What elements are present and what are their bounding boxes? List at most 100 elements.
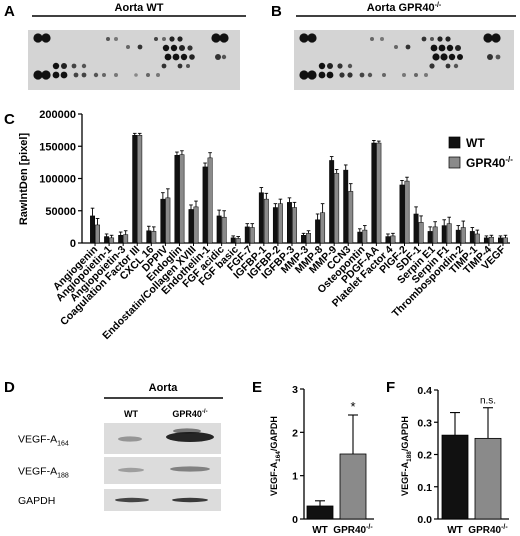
chart-c-bar xyxy=(441,225,447,244)
panel-b-letter: B xyxy=(271,3,282,20)
blot-spot xyxy=(52,62,60,70)
blot-spot xyxy=(432,53,440,61)
blot-spot xyxy=(448,53,456,61)
blot-spot xyxy=(106,37,110,41)
western-row-name: VEGF-A xyxy=(18,434,57,446)
blot-spot xyxy=(187,45,193,51)
panel-d-col-wt: WT xyxy=(124,409,138,419)
blot-spot xyxy=(437,36,443,42)
chart-f-ylabel: VEGF-A188/GAPDH xyxy=(400,416,413,496)
chart-c-legend-label: GPR40-/- xyxy=(466,155,513,170)
chart-e-ytick-label: 3 xyxy=(292,384,298,396)
blot-spot xyxy=(73,72,79,78)
chart-c-bar xyxy=(118,235,124,244)
chart-e-ytick-label: 2 xyxy=(292,427,298,439)
western-row-sub: 164 xyxy=(57,441,69,448)
western-band xyxy=(170,466,210,472)
western-row-sub: 188 xyxy=(57,473,69,480)
blot-spot xyxy=(172,53,180,61)
blot-spot xyxy=(61,63,67,69)
chart-f: 0.0 0.1 0.2 0.3 0.4 WT n.s. GPR40-/- xyxy=(417,385,509,536)
blot-spot xyxy=(339,72,345,78)
western-band xyxy=(115,497,149,503)
blot-spot xyxy=(161,63,167,69)
blot-spot xyxy=(137,44,143,50)
chart-c-legend-label: WT xyxy=(466,136,485,150)
chart-c-bar xyxy=(446,223,452,244)
blot-spot xyxy=(483,33,493,43)
chart-c-bar xyxy=(287,202,292,244)
chart-c-bar xyxy=(292,207,297,244)
blot-spot xyxy=(114,37,118,41)
chart-e-xtick-label: GPR40-/- xyxy=(333,524,373,536)
chart-c-bar xyxy=(362,229,368,244)
chart-f-annotation: n.s. xyxy=(480,396,496,407)
chart-c-legend-swatch xyxy=(448,136,461,149)
blot-spot xyxy=(211,33,221,43)
blot-spot xyxy=(380,37,384,41)
chart-c-bar xyxy=(376,142,382,244)
blot-spot xyxy=(170,44,178,52)
blot-spot xyxy=(326,71,334,79)
chart-f-xtick-sup: -/- xyxy=(501,524,508,531)
chart-e-ylabel: VEGF-A164/GAPDH xyxy=(269,416,282,496)
blot-spot xyxy=(81,72,87,78)
chart-c-bar xyxy=(109,237,115,244)
chart-c-ytick-label: 200000 xyxy=(39,109,76,121)
chart-f-bar xyxy=(474,437,502,520)
blot-spot xyxy=(382,73,386,77)
blot-spot xyxy=(41,33,51,43)
blot-spot xyxy=(60,71,68,79)
chart-f-ytick-label: 0.2 xyxy=(417,450,432,462)
chart-f-ytick-label: 0.3 xyxy=(417,417,432,429)
blot-spot xyxy=(179,45,185,51)
chart-c-bar xyxy=(348,191,354,244)
blot-spot xyxy=(359,72,365,78)
blot-spot xyxy=(414,73,418,77)
chart-c-bar xyxy=(474,233,480,244)
blot-spot xyxy=(215,54,221,60)
chart-f-ytick-label: 0.4 xyxy=(417,385,432,397)
blot-spot xyxy=(446,44,454,52)
chart-c-bar xyxy=(258,192,264,244)
chart-c-bar xyxy=(315,219,321,244)
panel-f-letter: F xyxy=(386,379,395,396)
chart-e-annotation: * xyxy=(350,399,355,414)
panel-b-title: Aorta GPR40-/- xyxy=(367,2,442,14)
chart-f-xtick-name: GPR40 xyxy=(468,525,501,536)
blot-spot xyxy=(430,44,438,52)
blot-spot xyxy=(457,54,463,60)
western-row-label: VEGF-A188 xyxy=(18,466,69,480)
blot-spot xyxy=(219,33,229,43)
chart-c-bar xyxy=(277,203,283,244)
chart-c-ylabel: RawIntDen [pixel] xyxy=(18,133,30,226)
blot-spot xyxy=(429,63,435,69)
western-band xyxy=(118,467,144,473)
chart-c-bar xyxy=(160,198,166,244)
chart-c-legend-swatch xyxy=(448,156,461,169)
chart-c-bar xyxy=(404,180,410,244)
blot-spot xyxy=(307,33,317,43)
blot-spot xyxy=(318,62,326,70)
blot-spot xyxy=(405,44,411,50)
chart-c-bar xyxy=(263,198,269,244)
chart-c-bar xyxy=(188,209,194,244)
chart-f-ytick-label: 0.1 xyxy=(417,482,432,494)
chart-c-bar xyxy=(272,207,278,244)
chart-f-ytick-label: 0.0 xyxy=(417,514,432,526)
chart-e-bar xyxy=(339,453,367,520)
chart-c-bar xyxy=(221,216,227,244)
blot-spot xyxy=(221,54,227,60)
chart-e-xtick-name: GPR40 xyxy=(333,525,366,536)
panel-a-title: Aorta WT xyxy=(115,2,164,14)
panel-a-letter: A xyxy=(4,3,15,20)
chart-c-bar xyxy=(385,236,391,244)
chart-c-bar xyxy=(498,237,503,244)
blot-spot xyxy=(299,33,309,43)
blot-spot xyxy=(146,73,150,77)
chart-c-bar xyxy=(455,229,461,244)
chart-c-bar xyxy=(179,154,185,244)
western-row-label: VEGF-A164 xyxy=(18,434,69,448)
blot-spot xyxy=(71,63,77,69)
